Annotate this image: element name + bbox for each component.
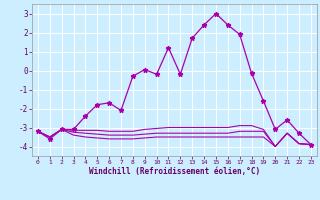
X-axis label: Windchill (Refroidissement éolien,°C): Windchill (Refroidissement éolien,°C) [89,167,260,176]
